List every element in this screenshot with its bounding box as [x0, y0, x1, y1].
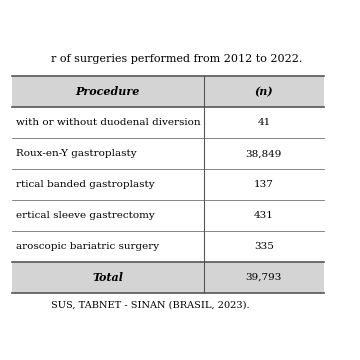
- Bar: [12, 262, 324, 293]
- Text: 41: 41: [257, 118, 270, 127]
- Bar: [12, 76, 324, 107]
- Text: 38,849: 38,849: [246, 149, 282, 158]
- Text: 137: 137: [254, 180, 274, 189]
- Text: SUS, TABNET - SINAN (BRASIL, 2023).: SUS, TABNET - SINAN (BRASIL, 2023).: [50, 301, 249, 310]
- Text: 335: 335: [254, 242, 274, 251]
- Text: with or without duodenal diversion: with or without duodenal diversion: [16, 118, 200, 127]
- Text: 431: 431: [254, 211, 274, 220]
- Text: Roux-en-Y gastroplasty: Roux-en-Y gastroplasty: [16, 149, 136, 158]
- Text: aroscopic bariatric surgery: aroscopic bariatric surgery: [16, 242, 159, 251]
- Text: Procedure: Procedure: [76, 86, 140, 98]
- Text: 39,793: 39,793: [246, 273, 282, 282]
- Text: (n): (n): [255, 86, 273, 98]
- Text: rtical banded gastroplasty: rtical banded gastroplasty: [16, 180, 154, 189]
- Text: ertical sleeve gastrectomy: ertical sleeve gastrectomy: [16, 211, 154, 220]
- Text: r of surgeries performed from 2012 to 2022.: r of surgeries performed from 2012 to 20…: [50, 54, 302, 64]
- Text: Total: Total: [92, 272, 123, 283]
